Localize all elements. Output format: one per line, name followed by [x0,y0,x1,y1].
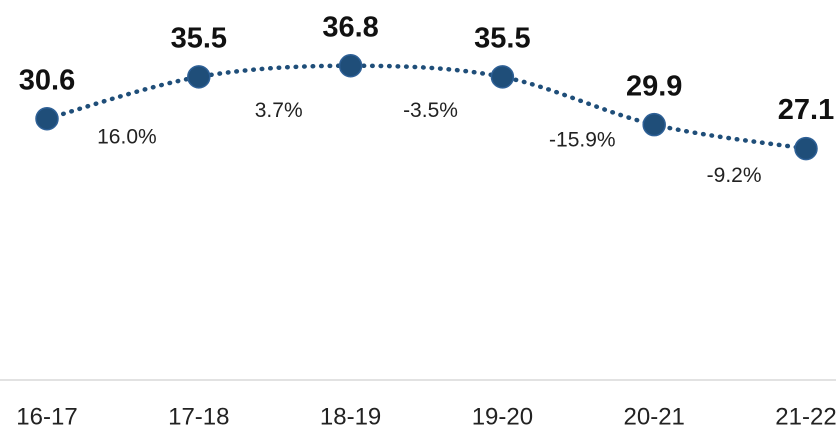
x-tick-label: 20-21 [624,403,685,430]
value-label: 27.1 [778,94,834,126]
value-label: 35.5 [171,23,227,55]
change-label: 3.7% [255,99,303,122]
line [44,63,809,151]
x-tick-label: 19-20 [472,403,533,430]
point [338,54,363,78]
change-label: 16.0% [97,125,157,148]
value-label: 35.5 [474,23,530,55]
x-tick-label: 16-17 [16,403,77,430]
change-label: -15.9% [549,128,616,151]
point [490,65,515,89]
value-label: 30.6 [19,64,75,96]
change-label: -3.5% [403,99,458,122]
value-label: 29.9 [626,70,682,102]
point [642,112,666,137]
change-label: -9.2% [707,164,762,187]
point [187,65,211,89]
x-tick-label: 21-22 [775,403,836,430]
value-label: 36.8 [322,11,378,43]
x-tick-label: 18-19 [320,403,381,430]
x-tick-label: 17-18 [168,403,229,430]
point [794,136,818,161]
point [35,106,59,131]
